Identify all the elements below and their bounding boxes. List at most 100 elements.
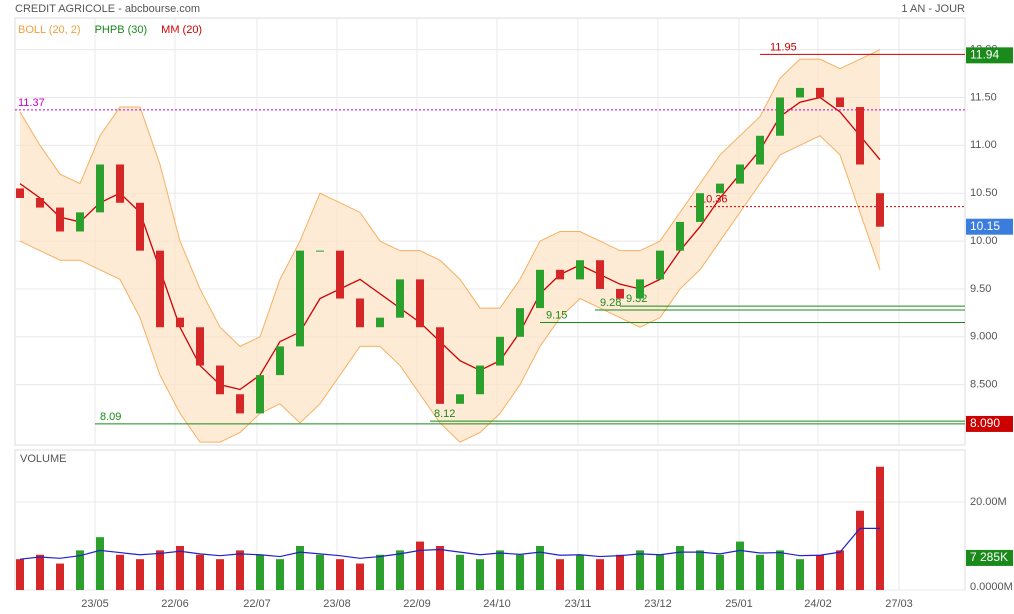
series-line <box>19 49 881 347</box>
candle <box>116 164 124 203</box>
candle <box>356 298 364 328</box>
volume-bar <box>576 554 584 590</box>
volume-bar <box>556 559 564 590</box>
candle <box>296 250 304 347</box>
volume-bar <box>616 554 624 590</box>
volume-bar <box>736 541 744 590</box>
candle <box>696 193 704 222</box>
price-marker-label: 8.090 <box>970 416 1000 430</box>
volume-bar <box>176 545 184 590</box>
legend-entry: MM (20) <box>161 24 202 36</box>
volume-bar <box>196 554 204 590</box>
volume-bar <box>116 554 124 590</box>
volume-bar <box>776 550 784 590</box>
y-tick-label: 11.50 <box>970 91 997 103</box>
candle <box>76 212 84 232</box>
y-tick-label: 10.00 <box>970 235 998 247</box>
candle <box>836 97 844 108</box>
volume-bar <box>276 559 284 590</box>
candle <box>136 202 144 251</box>
volume-bar <box>796 559 804 590</box>
candle <box>256 375 264 414</box>
price-marker <box>966 549 1013 566</box>
volume-average <box>19 527 880 560</box>
price-marker <box>966 47 1013 64</box>
candle <box>776 97 784 136</box>
volume-bar <box>856 510 864 590</box>
candle <box>336 250 344 299</box>
volume-bar <box>496 550 504 590</box>
candle <box>36 197 44 208</box>
candle <box>736 164 744 184</box>
x-tick-label: 24/02 <box>804 598 832 610</box>
x-tick-label: 23/05 <box>81 598 109 610</box>
volume-panel <box>14 449 966 591</box>
volume-bar <box>456 554 464 590</box>
candle <box>436 327 444 404</box>
x-tick-label: 22/06 <box>161 598 189 610</box>
volume-bar <box>36 554 44 590</box>
volume-bar <box>76 550 84 590</box>
candle <box>536 269 544 309</box>
candle <box>656 250 664 280</box>
candle <box>556 269 564 280</box>
series-line <box>19 135 881 443</box>
price-marker-label: 7 285K <box>970 550 1008 564</box>
volume-bar <box>436 545 444 590</box>
candle <box>716 183 724 194</box>
level-label: 11.37 <box>18 97 45 109</box>
candle <box>316 250 324 252</box>
volume-bar <box>416 541 424 590</box>
legend-entry: PHPB (30) <box>95 24 148 36</box>
bollinger-band <box>20 49 880 443</box>
price-marker-label: 10.15 <box>970 219 1000 233</box>
volume-bar <box>96 537 104 590</box>
volume-bar <box>156 550 164 590</box>
candle <box>16 188 24 198</box>
x-tick-label: 22/07 <box>243 598 271 610</box>
y-tick-label: 10.50 <box>970 187 998 199</box>
volume-bar <box>516 554 524 590</box>
candle <box>276 346 284 376</box>
level-label: 10.36 <box>700 194 728 206</box>
price-marker <box>966 415 1013 432</box>
candle <box>616 288 624 299</box>
candle <box>596 260 604 289</box>
candle <box>196 327 204 366</box>
candle <box>156 250 164 328</box>
x-tick-label: 22/09 <box>403 598 431 610</box>
volume-bar <box>756 554 764 590</box>
candle <box>756 135 764 165</box>
candle <box>456 394 464 404</box>
volume-bar <box>136 559 144 590</box>
volume-bar <box>816 554 824 590</box>
x-tick-label: 23/08 <box>323 598 351 610</box>
candle <box>176 317 184 328</box>
volume-bar <box>396 550 404 590</box>
volume-bar <box>716 554 724 590</box>
volume-bar <box>376 554 384 590</box>
volume-bar <box>216 559 224 590</box>
price-marker <box>966 218 1013 235</box>
x-tick-label: 23/12 <box>644 598 672 610</box>
candle <box>216 365 224 395</box>
candle <box>96 164 104 213</box>
level-label: 9.15 <box>546 309 567 321</box>
volume-bar <box>836 550 844 590</box>
volume-title: VOLUME <box>20 453 66 465</box>
legend-entry: BOLL (20, 2) <box>18 24 81 36</box>
candle <box>516 308 524 337</box>
level-label: 8.09 <box>100 411 121 423</box>
y-tick-label: 0.0000M <box>970 581 1013 593</box>
candle <box>56 207 64 232</box>
volume-bar <box>536 545 544 590</box>
chart-subtitle: 1 AN - JOUR <box>901 3 965 15</box>
volume-bar <box>476 559 484 590</box>
candle <box>816 87 824 98</box>
candle <box>636 279 644 299</box>
candle <box>476 365 484 395</box>
level-label: 9.28 <box>600 297 621 309</box>
x-tick-label: 23/11 <box>565 598 592 610</box>
volume-bar <box>236 550 244 590</box>
